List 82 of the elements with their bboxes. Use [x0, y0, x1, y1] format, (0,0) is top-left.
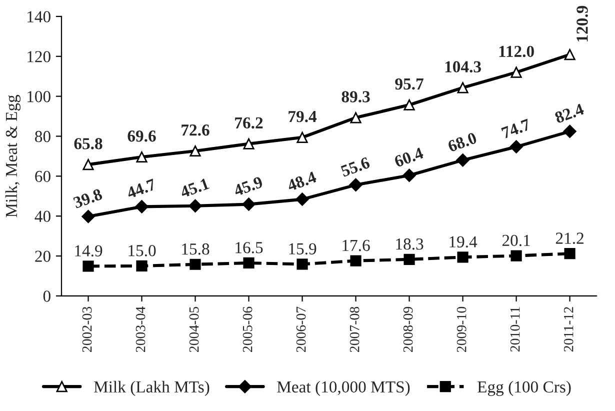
y-tick-label: 0	[43, 290, 50, 302]
point	[564, 49, 576, 60]
data-label: 15.0	[128, 245, 156, 256]
x-tick-label: 2009-10	[456, 306, 466, 352]
data-label: 17.6	[342, 240, 370, 252]
x-tick-label: 2004-05	[189, 306, 199, 352]
x-tick-label: 2006-07	[296, 306, 306, 352]
data-label: 14.9	[75, 245, 102, 257]
point	[82, 260, 94, 272]
legend-label: Milk (Lakh MTs)	[94, 380, 210, 396]
point	[510, 66, 522, 78]
point	[350, 112, 362, 124]
point	[510, 250, 522, 262]
point	[190, 145, 201, 157]
point	[563, 124, 576, 138]
x-tick-label: 2005-06	[242, 306, 252, 352]
legend-label: Egg (100 Crs)	[478, 380, 571, 396]
point	[510, 140, 523, 154]
data-label: 79.4	[288, 110, 317, 122]
data-label: 69.6	[128, 130, 156, 142]
point	[136, 260, 148, 272]
data-label: 68.0	[447, 132, 478, 152]
data-label: 76.2	[235, 117, 263, 129]
data-label: 55.6	[340, 156, 370, 178]
point	[456, 154, 470, 167]
data-label: 89.3	[342, 91, 370, 102]
x-tick-label: 2002-03	[82, 306, 92, 352]
point	[296, 192, 309, 206]
data-label: 65.8	[74, 138, 102, 150]
data-label: 104.3	[445, 61, 481, 73]
point	[402, 168, 416, 182]
data-label: 120.9	[576, 6, 588, 42]
data-label: 20.1	[502, 234, 530, 246]
point	[564, 248, 576, 260]
data-label: 19.4	[450, 236, 478, 248]
y-axis-title: Milk, Meat & Egg	[5, 94, 21, 218]
x-tick-label: 2010-11	[510, 307, 520, 352]
data-label: 44.7	[126, 178, 157, 199]
data-label: 82.4	[554, 103, 585, 124]
data-label: 45.9	[232, 176, 264, 197]
point	[82, 210, 95, 224]
data-label: 18.3	[396, 238, 424, 250]
point	[243, 257, 254, 269]
point	[190, 258, 201, 270]
point	[188, 199, 202, 212]
x-tick-label: 2008-09	[403, 306, 413, 352]
data-label: 39.8	[72, 188, 103, 209]
data-label: 72.6	[182, 124, 210, 136]
data-label: 21.2	[556, 232, 584, 244]
data-label: 48.4	[286, 171, 318, 192]
point	[296, 132, 308, 143]
y-tick-label: 20	[35, 250, 50, 262]
point	[242, 198, 256, 211]
data-label: 95.7	[395, 78, 424, 90]
point	[82, 159, 94, 170]
legend-label: Meat (10,000 MTS)	[277, 380, 410, 396]
point	[135, 200, 148, 214]
data-label: 16.5	[236, 242, 263, 254]
y-tick-label: 80	[35, 130, 50, 142]
y-tick-label: 140	[28, 11, 50, 22]
x-tick-label: 2011-12	[564, 307, 574, 352]
data-label: 15.9	[289, 243, 316, 255]
data-label: 45.1	[179, 178, 210, 198]
point	[136, 151, 148, 163]
y-tick-label: 60	[35, 170, 50, 182]
point	[404, 99, 415, 110]
point	[243, 138, 254, 150]
data-label: 60.4	[394, 147, 424, 168]
point	[350, 255, 362, 266]
x-tick-label: 2007-08	[350, 306, 360, 352]
data-label: 74.7	[501, 118, 532, 139]
y-tick-label: 40	[34, 210, 50, 222]
point	[296, 258, 308, 270]
y-tick-label: 100	[28, 90, 50, 102]
data-label: 15.8	[182, 243, 210, 255]
point	[457, 252, 468, 263]
data-label: 112.0	[499, 46, 534, 58]
x-tick-label: 2003-04	[136, 306, 146, 352]
point	[349, 178, 362, 192]
point	[404, 254, 415, 265]
point	[457, 82, 468, 94]
y-tick-label: 120	[28, 51, 50, 62]
